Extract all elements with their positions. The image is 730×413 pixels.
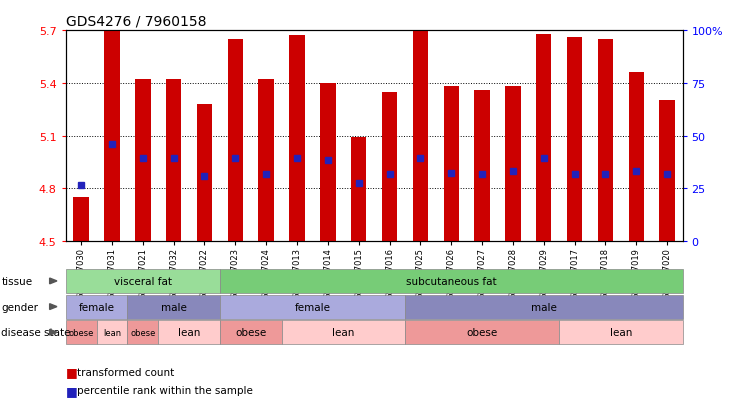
Text: male: male [531,302,557,312]
Bar [320,83,336,242]
Bar [228,40,243,242]
Polygon shape [50,330,57,335]
Text: lean: lean [103,328,121,337]
Text: female: female [294,302,331,312]
Text: obese: obese [130,328,155,337]
Polygon shape [50,278,57,284]
Text: subcutaneous fat: subcutaneous fat [406,276,496,286]
Text: percentile rank within the sample: percentile rank within the sample [77,385,253,395]
Text: female: female [79,302,115,312]
Bar [505,87,520,242]
Bar [567,38,583,242]
Text: gender: gender [1,302,39,312]
Bar [197,104,212,242]
Text: obese: obese [466,328,498,337]
Text: disease state: disease state [1,328,71,337]
Bar [629,73,644,242]
Bar [382,93,397,242]
Bar [536,35,551,242]
Text: obese: obese [69,328,94,337]
Bar [166,80,181,242]
Text: male: male [161,302,187,312]
Text: lean: lean [610,328,632,337]
Text: tissue: tissue [1,276,33,286]
Text: lean: lean [178,328,200,337]
Polygon shape [50,304,57,310]
Text: ■: ■ [66,365,77,378]
Text: visceral fat: visceral fat [114,276,172,286]
Bar [104,31,120,242]
Bar [289,36,304,242]
Text: GDS4276 / 7960158: GDS4276 / 7960158 [66,15,206,29]
Text: ■: ■ [66,384,77,397]
Bar [659,101,675,242]
Bar [474,91,490,242]
Bar [135,80,150,242]
Text: obese: obese [235,328,266,337]
Bar [598,40,613,242]
Bar [258,80,274,242]
Text: lean: lean [332,328,355,337]
Bar [74,198,89,242]
Bar [412,31,428,242]
Bar [444,87,459,242]
Bar [351,138,366,242]
Text: transformed count: transformed count [77,367,174,377]
